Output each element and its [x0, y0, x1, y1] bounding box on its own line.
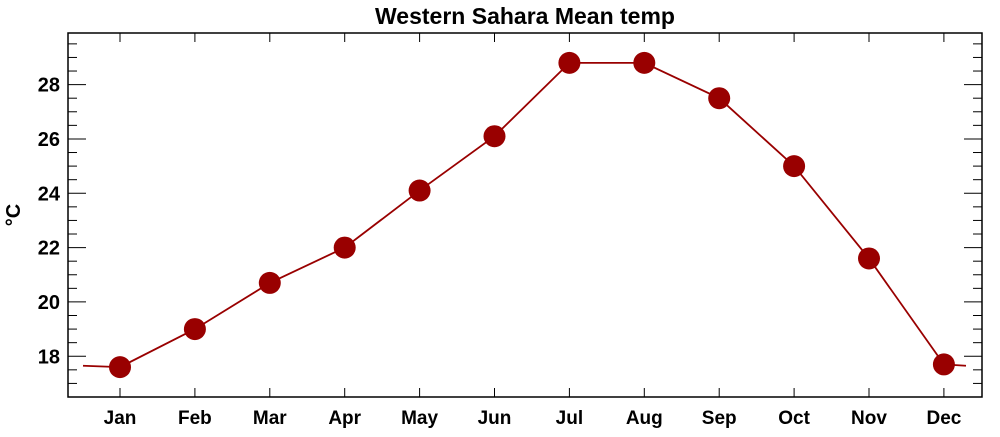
- x-tick-label: Apr: [328, 408, 361, 429]
- x-tick-label: Sep: [702, 408, 737, 429]
- x-tick-label: Feb: [178, 408, 212, 429]
- y-tick-label: 28: [38, 75, 60, 97]
- plot-frame: [67, 32, 983, 398]
- data-point: [633, 51, 656, 74]
- y-tick-label: 20: [38, 292, 60, 314]
- chart-title: Western Sahara Mean temp: [375, 3, 675, 29]
- data-point: [558, 51, 581, 74]
- x-tick-label: Dec: [926, 408, 961, 429]
- data-point: [109, 356, 131, 379]
- x-tick-label: Mar: [253, 408, 287, 429]
- y-tick-label: 18: [38, 346, 60, 368]
- x-tick-label: Jun: [478, 408, 512, 429]
- x-tick-label: Jul: [556, 408, 583, 429]
- y-axis-label: °C: [3, 204, 25, 226]
- data-point: [183, 318, 206, 341]
- data-point: [932, 353, 955, 376]
- data-point: [333, 236, 356, 259]
- y-tick-label: 24: [38, 183, 61, 205]
- series-line: [82, 61, 967, 369]
- x-tick-label: Jan: [104, 408, 137, 429]
- data-point: [783, 155, 806, 178]
- x-tick-label: Aug: [626, 408, 663, 429]
- data-point: [483, 125, 506, 148]
- y-tick-label: 22: [38, 238, 60, 260]
- y-tick-label: 26: [38, 129, 60, 151]
- x-tick-label: May: [401, 408, 438, 429]
- data-point: [858, 247, 880, 270]
- data-point: [258, 271, 281, 294]
- data-point: [708, 87, 731, 110]
- x-tick-label: Oct: [778, 408, 810, 429]
- x-tick-label: Nov: [851, 408, 887, 429]
- data-point: [408, 179, 431, 202]
